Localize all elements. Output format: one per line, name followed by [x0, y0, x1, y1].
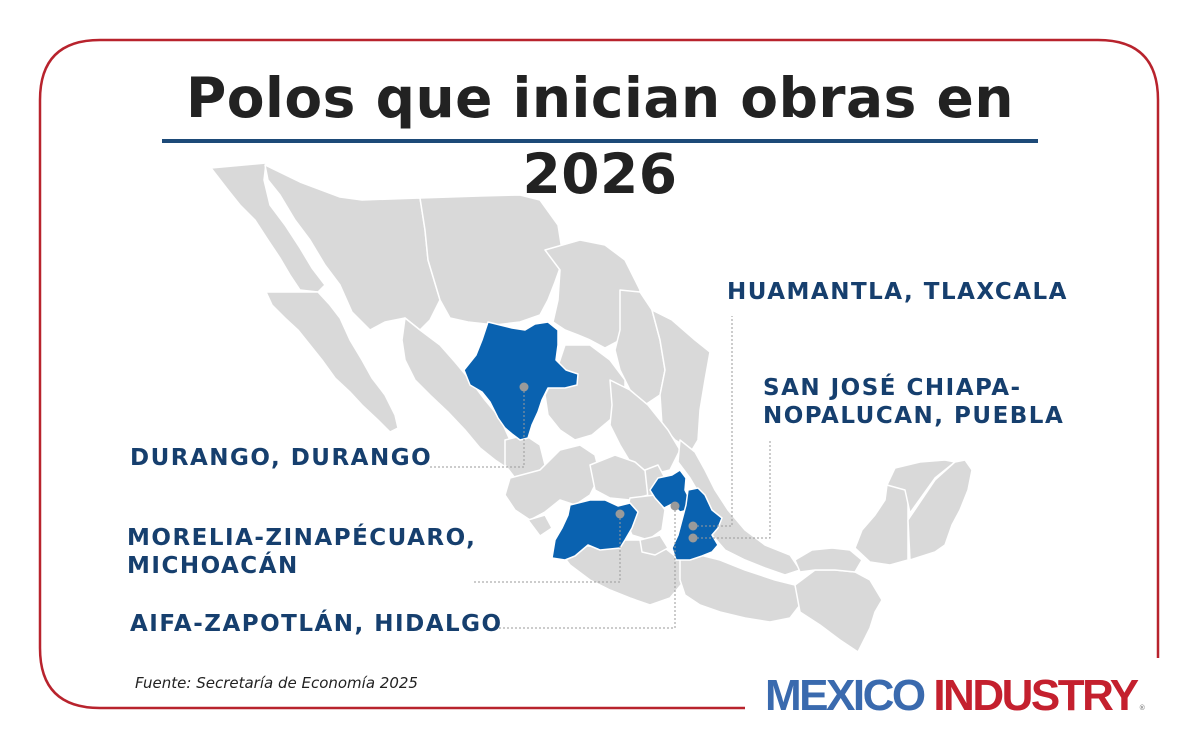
leader-line-durango — [428, 387, 525, 468]
state-oaxaca — [679, 554, 801, 623]
state-campeche — [854, 484, 909, 566]
state-chiapas — [794, 569, 883, 653]
state-quintana-roo — [907, 459, 973, 561]
marker-aifa — [670, 501, 680, 511]
label-sanjose-line1: SAN JOSÉ CHIAPA- — [763, 375, 1022, 401]
brand-logo: MEXICO INDUSTRY ® — [765, 674, 1145, 731]
label-durango: DURANGO, DURANGO — [130, 445, 433, 471]
state-durango-highlight — [463, 321, 579, 441]
state-tabasco — [794, 547, 863, 573]
leader-line-huamantla — [693, 316, 733, 527]
marker-durango — [519, 382, 529, 392]
label-morelia: MORELIA-ZINAPÉCUARO, MICHOACÁN — [127, 524, 476, 580]
title-underline — [162, 139, 1038, 143]
leader-line-morelia — [473, 514, 621, 583]
state-nuevo-leon — [614, 289, 666, 406]
state-jalisco — [504, 444, 601, 521]
marker-morelia — [615, 509, 625, 519]
marker-huamantla — [688, 521, 698, 531]
state-coahuila — [544, 239, 641, 349]
page-title: Polos que inician obras en 2026 — [185, 66, 1015, 206]
label-morelia-line2: MICHOACÁN — [127, 553, 299, 579]
logo-mexico: MEXICO — [765, 671, 926, 720]
state-colima — [527, 514, 553, 537]
label-sanjose-line2: NOPALUCAN, PUEBLA — [763, 403, 1065, 429]
leader-line-sanjose — [693, 440, 771, 539]
state-morelos — [639, 534, 669, 556]
state-chihuahua — [419, 194, 563, 326]
state-baja-california-sur — [265, 291, 399, 433]
label-morelia-line1: MORELIA-ZINAPÉCUARO, — [127, 525, 477, 551]
state-tamaulipas — [651, 309, 711, 451]
registered-mark-icon: ® — [1139, 705, 1145, 712]
label-aifa: AIFA-ZAPOTLÁN, HIDALGO — [130, 611, 503, 637]
label-huamantla: HUAMANTLA, TLAXCALA — [727, 279, 1068, 305]
label-sanjose: SAN JOSÉ CHIAPA- NOPALUCAN, PUEBLA — [763, 374, 1064, 430]
marker-sanjose — [688, 533, 698, 543]
logo-industry: INDUSTRY — [933, 671, 1139, 720]
leader-line-aifa — [495, 506, 676, 629]
source-note: Fuente: Secretaría de Economía 2025 — [135, 674, 418, 692]
